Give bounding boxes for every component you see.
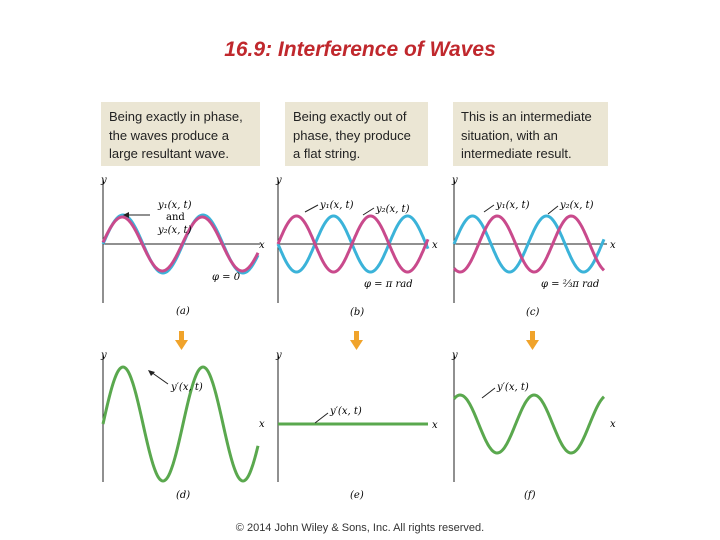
- curve-label-y2: y₂(x, t): [157, 225, 192, 236]
- panel-f: y x y′(x, t) (f): [451, 350, 616, 501]
- curve-label-y2: y₂(x, t): [375, 204, 410, 215]
- x-axis-label: x: [432, 240, 438, 251]
- pointer-line: [481, 387, 496, 399]
- y-axis-label: y: [100, 175, 107, 186]
- x-axis-label: x: [610, 419, 616, 430]
- panel-label-d: (d): [176, 490, 190, 501]
- panel-label-b: (b): [350, 307, 364, 318]
- caption-in-phase: Being exactly in phase, the waves produc…: [101, 102, 260, 166]
- wave-y1: [276, 214, 430, 274]
- panel-label-a: (a): [176, 306, 190, 317]
- x-axis-label: x: [610, 240, 616, 251]
- wave-y1: [452, 214, 606, 274]
- x-axis-label: x: [259, 240, 265, 251]
- down-arrow-icon: [175, 331, 188, 350]
- panel-label-f: (f): [524, 490, 536, 501]
- curve-label-y2: y₂(x, t): [559, 200, 594, 211]
- pointer-line: [314, 412, 329, 424]
- slide-title: 16.9: Interference of Waves: [224, 38, 496, 61]
- phase-label: φ = π rad: [364, 279, 413, 290]
- phase-label: φ = ⅔π rad: [541, 279, 599, 290]
- pointer-arrowhead: [123, 212, 129, 218]
- panel-a: y x y₁(x, t) and y₂(x, t) φ = 0 (a): [100, 175, 265, 317]
- y-axis-label: y: [275, 350, 282, 361]
- curve-label-y1: y₁(x, t): [157, 200, 192, 211]
- down-arrow-icon: [526, 331, 539, 350]
- pointer-line: [547, 205, 559, 215]
- pointer-line: [304, 204, 319, 213]
- pointer-line: [483, 204, 495, 213]
- phase-label: φ = 0: [212, 272, 241, 283]
- caption-out-of-phase: Being exactly out of phase, they produce…: [285, 102, 428, 166]
- curve-label: y′(x, t): [170, 382, 203, 393]
- panel-label-e: (e): [350, 490, 364, 501]
- panel-c: y x y₁(x, t) y₂(x, t) φ = ⅔π rad (c): [451, 175, 616, 318]
- curve-label-y1: y₁(x, t): [319, 200, 354, 211]
- y-axis-label: y: [275, 175, 282, 186]
- wave-y2: [276, 214, 430, 274]
- down-arrow-icon: [350, 331, 363, 350]
- panel-e: y x y′(x, t) (e): [275, 350, 438, 501]
- x-axis-label: x: [259, 419, 265, 430]
- down-arrows: [175, 331, 539, 350]
- wave-y2: [101, 215, 260, 273]
- wave-y2: [452, 214, 606, 274]
- curve-label: y′(x, t): [329, 406, 362, 417]
- panel-label-c: (c): [526, 307, 540, 318]
- panel-d: y x y′(x, t) (d): [100, 350, 265, 501]
- resultant-wave: [452, 393, 606, 455]
- caption-intermediate: This is an intermediate situation, with …: [453, 102, 608, 166]
- curve-label: y′(x, t): [496, 382, 529, 393]
- curve-label-y1: y₁(x, t): [495, 200, 530, 211]
- y-axis-label: y: [451, 350, 458, 361]
- x-axis-label: x: [432, 420, 438, 431]
- pointer-line: [362, 207, 375, 216]
- resultant-wave: [101, 365, 260, 483]
- panel-b: y x y₁(x, t) y₂(x, t) φ = π rad (b): [275, 175, 438, 318]
- pointer-line: [150, 371, 169, 385]
- pointer-arrowhead: [148, 370, 155, 376]
- y-axis-label: y: [451, 175, 458, 186]
- curve-label-joiner: and: [166, 212, 185, 223]
- y-axis-label: y: [100, 350, 107, 361]
- copyright-notice: © 2014 John Wiley & Sons, Inc. All right…: [235, 522, 485, 534]
